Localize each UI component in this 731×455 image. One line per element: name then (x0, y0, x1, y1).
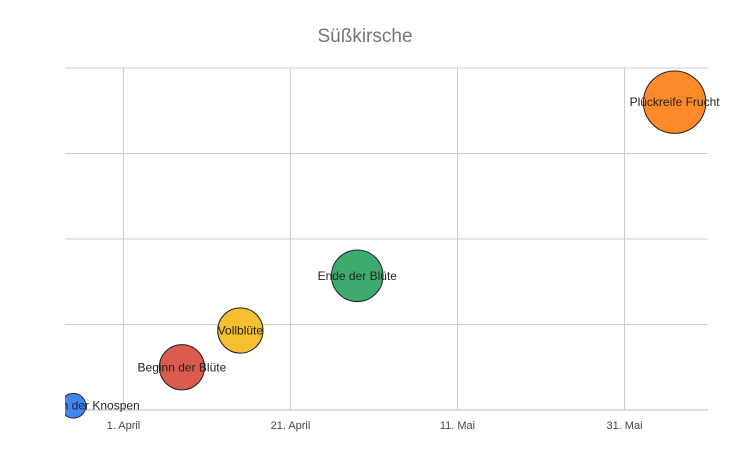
x-tick-label: 1. April (107, 420, 141, 432)
bubble-label: Aufbrechen der Knospen (7, 399, 140, 413)
bubble-point (158, 344, 206, 391)
bubbles: Aufbrechen der Knospen Beginn der Blüte Vo… (7, 70, 721, 419)
grid (65, 67, 708, 411)
x-tick-label: 11. Mai (440, 420, 475, 432)
bubble-label: Plückreife Frucht (630, 95, 721, 109)
bubble-point (330, 249, 384, 303)
bubble-point (217, 307, 264, 354)
bubble-point (642, 70, 707, 134)
bubble-label: Beginn der Blüte (138, 360, 227, 374)
bubble-point (65, 392, 87, 419)
bubble-label: Ende der Blüte (318, 269, 398, 283)
x-tick-label: 31. Mai (606, 420, 642, 432)
chart-title: Süßkirsche (317, 26, 412, 47)
x-axis-ticks: 1. April 21. April 11. Mai 31. Mai (107, 420, 643, 432)
x-tick-label: 21. April (271, 420, 311, 432)
bubble-label: Vollblüte (218, 323, 264, 337)
